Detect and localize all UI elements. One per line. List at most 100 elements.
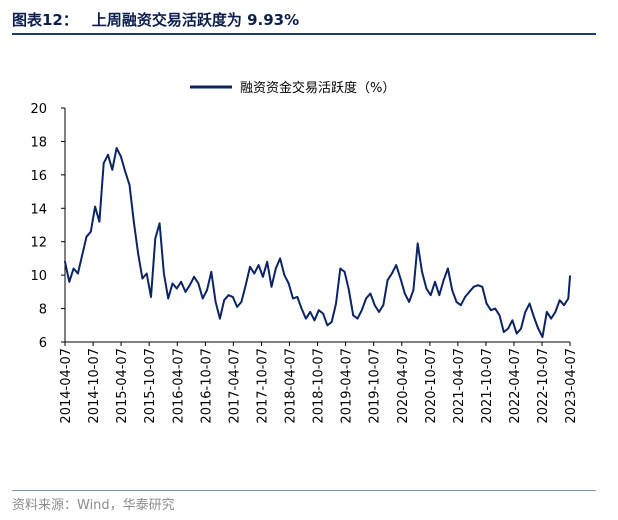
data-point (438, 294, 441, 297)
legend: 融资资金交易活跃度（%） (190, 80, 395, 96)
x-tick-label: 2017-04-07 (227, 348, 242, 424)
x-tick-label: 2023-04-07 (564, 348, 579, 424)
data-point (533, 316, 535, 318)
data-point (447, 267, 449, 270)
x-tick-label: 2019-04-07 (340, 348, 355, 424)
data-point (107, 154, 109, 156)
x-tick-label: 2019-10-07 (368, 348, 383, 424)
data-point (111, 169, 114, 171)
x-tick-label: 2022-10-07 (536, 348, 551, 424)
x-tick-label: 2014-10-07 (87, 348, 102, 424)
y-tick-label: 12 (30, 236, 47, 251)
data-point (425, 287, 428, 290)
data-point (455, 301, 458, 303)
data-point (154, 237, 157, 240)
data-point (287, 282, 290, 285)
data-point (214, 301, 217, 303)
data-point (339, 267, 342, 270)
data-point (546, 311, 548, 313)
data-point (378, 311, 380, 313)
data-point (124, 170, 126, 173)
data-point (98, 220, 101, 223)
data-point (348, 289, 350, 292)
x-tick-label: 2022-04-07 (508, 348, 523, 424)
data-point (193, 276, 195, 278)
data-point (94, 205, 96, 208)
y-tick-label: 20 (30, 102, 47, 117)
source-note: 资料来源：Wind，华泰研究 (12, 498, 175, 513)
data-point (563, 304, 565, 307)
x-tick-label: 2016-04-07 (171, 348, 186, 424)
data-point (201, 297, 204, 300)
x-axis: 2014-04-07 2014-10-07 2015-04-07 2015-10-07… (59, 341, 579, 424)
data-point (330, 321, 333, 323)
data-point (137, 252, 139, 255)
data-point (352, 314, 355, 317)
data-point (569, 275, 571, 278)
data-point (115, 147, 118, 149)
data-point (309, 311, 312, 313)
figure-label: 图表12： (12, 11, 78, 29)
data-point (468, 291, 471, 293)
data-point (141, 277, 144, 280)
data-point (399, 277, 402, 280)
x-tick-label: 2020-04-07 (396, 348, 411, 424)
data-point (567, 297, 570, 300)
data-point (150, 296, 152, 298)
x-tick-label: 2021-10-07 (480, 348, 495, 424)
data-point (356, 317, 359, 320)
data-point (481, 286, 484, 288)
data-point (421, 271, 423, 273)
data-point (72, 267, 75, 270)
data-point (77, 272, 79, 275)
x-tick-label: 2018-10-07 (312, 348, 327, 424)
data-point (537, 327, 539, 330)
data-point (180, 281, 182, 283)
x-tick-label: 2016-10-07 (199, 348, 214, 424)
legend-label: 融资资金交易活跃度（%） (240, 80, 395, 96)
y-tick-label: 8 (39, 303, 47, 318)
data-point (541, 336, 544, 338)
data-point (391, 272, 393, 275)
data-point (313, 319, 316, 322)
data-point (395, 264, 398, 266)
data-point (206, 289, 208, 292)
data-point (460, 304, 462, 307)
data-point (296, 296, 299, 298)
data-point (270, 286, 273, 288)
data-point (524, 311, 527, 313)
data-point (275, 267, 277, 270)
data-point (554, 311, 557, 313)
x-tick-label: 2014-04-07 (59, 348, 74, 424)
data-point (210, 271, 213, 273)
data-point (318, 309, 320, 312)
y-tick-label: 14 (30, 202, 47, 217)
data-point (429, 294, 432, 297)
data-point (498, 314, 501, 317)
data-point (408, 301, 410, 303)
data-point (279, 257, 281, 260)
data-point (382, 304, 385, 307)
x-tick-label: 2018-04-07 (283, 348, 298, 424)
data-point (257, 264, 260, 266)
y-tick-label: 6 (39, 336, 47, 351)
data-point (442, 279, 445, 282)
data-point (490, 309, 492, 312)
data-point (507, 327, 509, 330)
data-point (472, 286, 475, 288)
data-point (369, 292, 372, 295)
data-point (520, 327, 522, 330)
x-tick-label: 2017-10-07 (255, 348, 270, 424)
series-layer (64, 147, 571, 338)
data-point (503, 331, 505, 333)
data-point (189, 284, 191, 287)
data-point (511, 319, 514, 322)
data-point (373, 304, 376, 307)
data-point (404, 292, 406, 295)
data-point (223, 299, 225, 302)
data-point (558, 299, 561, 302)
y-tick-label: 16 (30, 169, 47, 184)
y-axis: 6 8 10 12 14 16 18 20 (30, 102, 66, 351)
data-point (300, 307, 303, 310)
